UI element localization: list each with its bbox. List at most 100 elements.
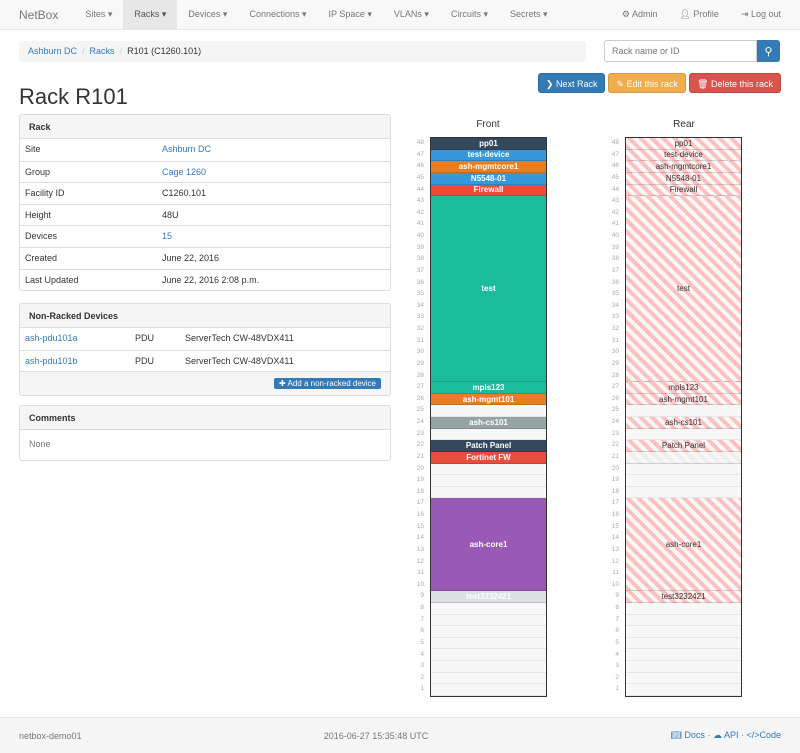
rack-device-front[interactable]: pp01: [431, 138, 546, 150]
rack-device-front[interactable]: Fortinet FW: [431, 451, 546, 464]
rack-unit[interactable]: [626, 661, 741, 673]
rack-device-front[interactable]: mpls123: [431, 382, 546, 394]
rack-unit[interactable]: [626, 429, 741, 441]
nav-item[interactable]: VLANs ▾: [393, 9, 429, 19]
nav-item[interactable]: Sites ▾: [85, 9, 113, 19]
delete-rack-button[interactable]: 🗑︎ Delete this rack: [689, 73, 781, 93]
rack-unit[interactable]: [431, 684, 546, 696]
rack-device-front[interactable]: test: [431, 196, 546, 383]
rack-unit[interactable]: [626, 673, 741, 685]
rack-unit[interactable]: [431, 673, 546, 685]
rack-rear: pp01 test-device ash-mgmtcore1 N5548-01 Fire…: [625, 137, 742, 697]
device-type: ServerTech CW-48VDX411: [185, 333, 294, 343]
unit-number: 48: [416, 139, 424, 146]
rack-device-rear[interactable]: test-device: [626, 149, 741, 162]
api-link[interactable]: ☁ API: [712, 730, 739, 740]
rack-device-front[interactable]: ash-mgmt101: [431, 393, 546, 406]
logout-link[interactable]: ⇥ Log out: [740, 9, 781, 19]
nav-item[interactable]: Circuits ▾: [450, 9, 488, 19]
rack-unit[interactable]: [626, 475, 741, 487]
rack-device-rear[interactable]: ash-core1: [626, 498, 741, 592]
rack-device-rear[interactable]: ash-mgmt101: [626, 393, 741, 406]
nav-item[interactable]: Racks ▾: [123, 0, 178, 29]
row-label: Devices: [25, 231, 58, 242]
rack-unit[interactable]: [431, 615, 546, 627]
rack-unit[interactable]: [626, 638, 741, 650]
rack-device-rear[interactable]: ash-mgmtcore1: [626, 161, 741, 173]
rack-unit[interactable]: [626, 650, 741, 662]
breadcrumb-site[interactable]: Ashburn DC: [28, 46, 78, 56]
rack-device-front[interactable]: test-device: [431, 149, 546, 162]
rack-unit[interactable]: [431, 487, 546, 499]
rack-device-rear[interactable]: mpls123: [626, 382, 741, 394]
unit-number: 27: [611, 383, 619, 391]
rack-device-front[interactable]: ash-core1: [431, 498, 546, 592]
rack-device-rear[interactable]: ash-cs101: [626, 417, 741, 429]
unit-number: 9: [420, 592, 424, 600]
rack-device-rear[interactable]: Patch Panel: [626, 440, 741, 452]
row-label: Site: [25, 144, 41, 154]
row-value[interactable]: Cage 1260: [162, 166, 207, 177]
rack-unit[interactable]: [626, 615, 741, 627]
panel-heading: Non-Racked Devices: [20, 304, 390, 328]
rack-unit[interactable]: [431, 475, 546, 487]
rack-device-front[interactable]: ash-mgmtcore1: [431, 161, 546, 173]
unit-number: 1: [420, 685, 424, 693]
rack-device-front[interactable]: Patch Panel: [431, 440, 546, 452]
device-link[interactable]: ash-pdu101a: [25, 333, 78, 343]
rack-unit[interactable]: [431, 661, 546, 673]
docs-link[interactable]: 📖︎ Docs: [670, 730, 705, 740]
add-non-racked-device-button[interactable]: ✚ Add a non-racked device: [274, 378, 381, 390]
rack-unit[interactable]: [431, 638, 546, 650]
row-value[interactable]: Ashburn DC: [162, 144, 212, 154]
unit-number: 46: [416, 162, 424, 170]
profile-link[interactable]: 👤︎ Profile: [679, 9, 719, 19]
rack-device-front[interactable]: Firewall: [431, 184, 546, 197]
rack-unit[interactable]: [431, 603, 546, 615]
nav-item[interactable]: Connections ▾: [249, 9, 307, 19]
rack-search: ⚲: [604, 40, 780, 62]
rack-unit[interactable]: [626, 464, 741, 476]
brand-logo[interactable]: NetBox: [19, 7, 59, 22]
rack-device-rear[interactable]: test3232421: [626, 591, 741, 603]
rack-device-rear[interactable]: pp01: [626, 138, 741, 150]
rack-unit[interactable]: [626, 626, 741, 638]
rack-unit[interactable]: [431, 650, 546, 662]
unit-number: 6: [420, 627, 424, 635]
edit-rack-button[interactable]: ✎ Edit this rack: [608, 73, 687, 93]
search-button[interactable]: ⚲: [757, 40, 780, 62]
unit-number: 12: [611, 557, 619, 565]
rack-device-rear[interactable]: test: [626, 196, 741, 383]
rack-device-front[interactable]: test3232421: [431, 591, 546, 603]
code-link[interactable]: </>Code: [746, 730, 781, 740]
unit-number: 31: [611, 336, 619, 344]
nav-item[interactable]: IP Space ▾: [328, 9, 372, 19]
rack-unit[interactable]: [431, 464, 546, 476]
rack-device-front[interactable]: ash-cs101: [431, 417, 546, 429]
search-input[interactable]: [604, 40, 757, 62]
unit-number: 32: [611, 325, 619, 332]
rack-panel: Rack Site Ashburn DC Group Cage 1260 Facilit…: [19, 114, 391, 292]
nav-item[interactable]: Secrets ▾: [509, 9, 548, 19]
rack-unit[interactable]: [626, 603, 741, 615]
breadcrumb-racks[interactable]: Racks: [89, 46, 115, 56]
rack-device-rear[interactable]: Firewall: [626, 184, 741, 197]
comments-panel: Comments None: [19, 405, 391, 461]
unit-number: 26: [611, 394, 619, 402]
rack-device-front[interactable]: N5548-01: [431, 172, 546, 185]
rack-unit[interactable]: [431, 429, 546, 441]
row-value[interactable]: 15: [162, 231, 173, 242]
rack-device-rear[interactable]: [626, 451, 741, 464]
rack-device-rear[interactable]: N5548-01: [626, 172, 741, 185]
next-rack-button[interactable]: ❯ Next Rack: [537, 73, 606, 93]
device-link[interactable]: ash-pdu101b: [25, 355, 78, 366]
rack-unit[interactable]: [431, 405, 546, 417]
rack-unit[interactable]: [626, 405, 741, 417]
unit-number: 24: [416, 418, 424, 425]
unit-number: 5: [420, 638, 424, 646]
rack-unit[interactable]: [626, 487, 741, 499]
nav-item[interactable]: Devices ▾: [188, 9, 228, 19]
rack-unit[interactable]: [626, 684, 741, 696]
admin-link[interactable]: ⚙ Admin: [621, 9, 658, 19]
rack-unit[interactable]: [431, 626, 546, 638]
